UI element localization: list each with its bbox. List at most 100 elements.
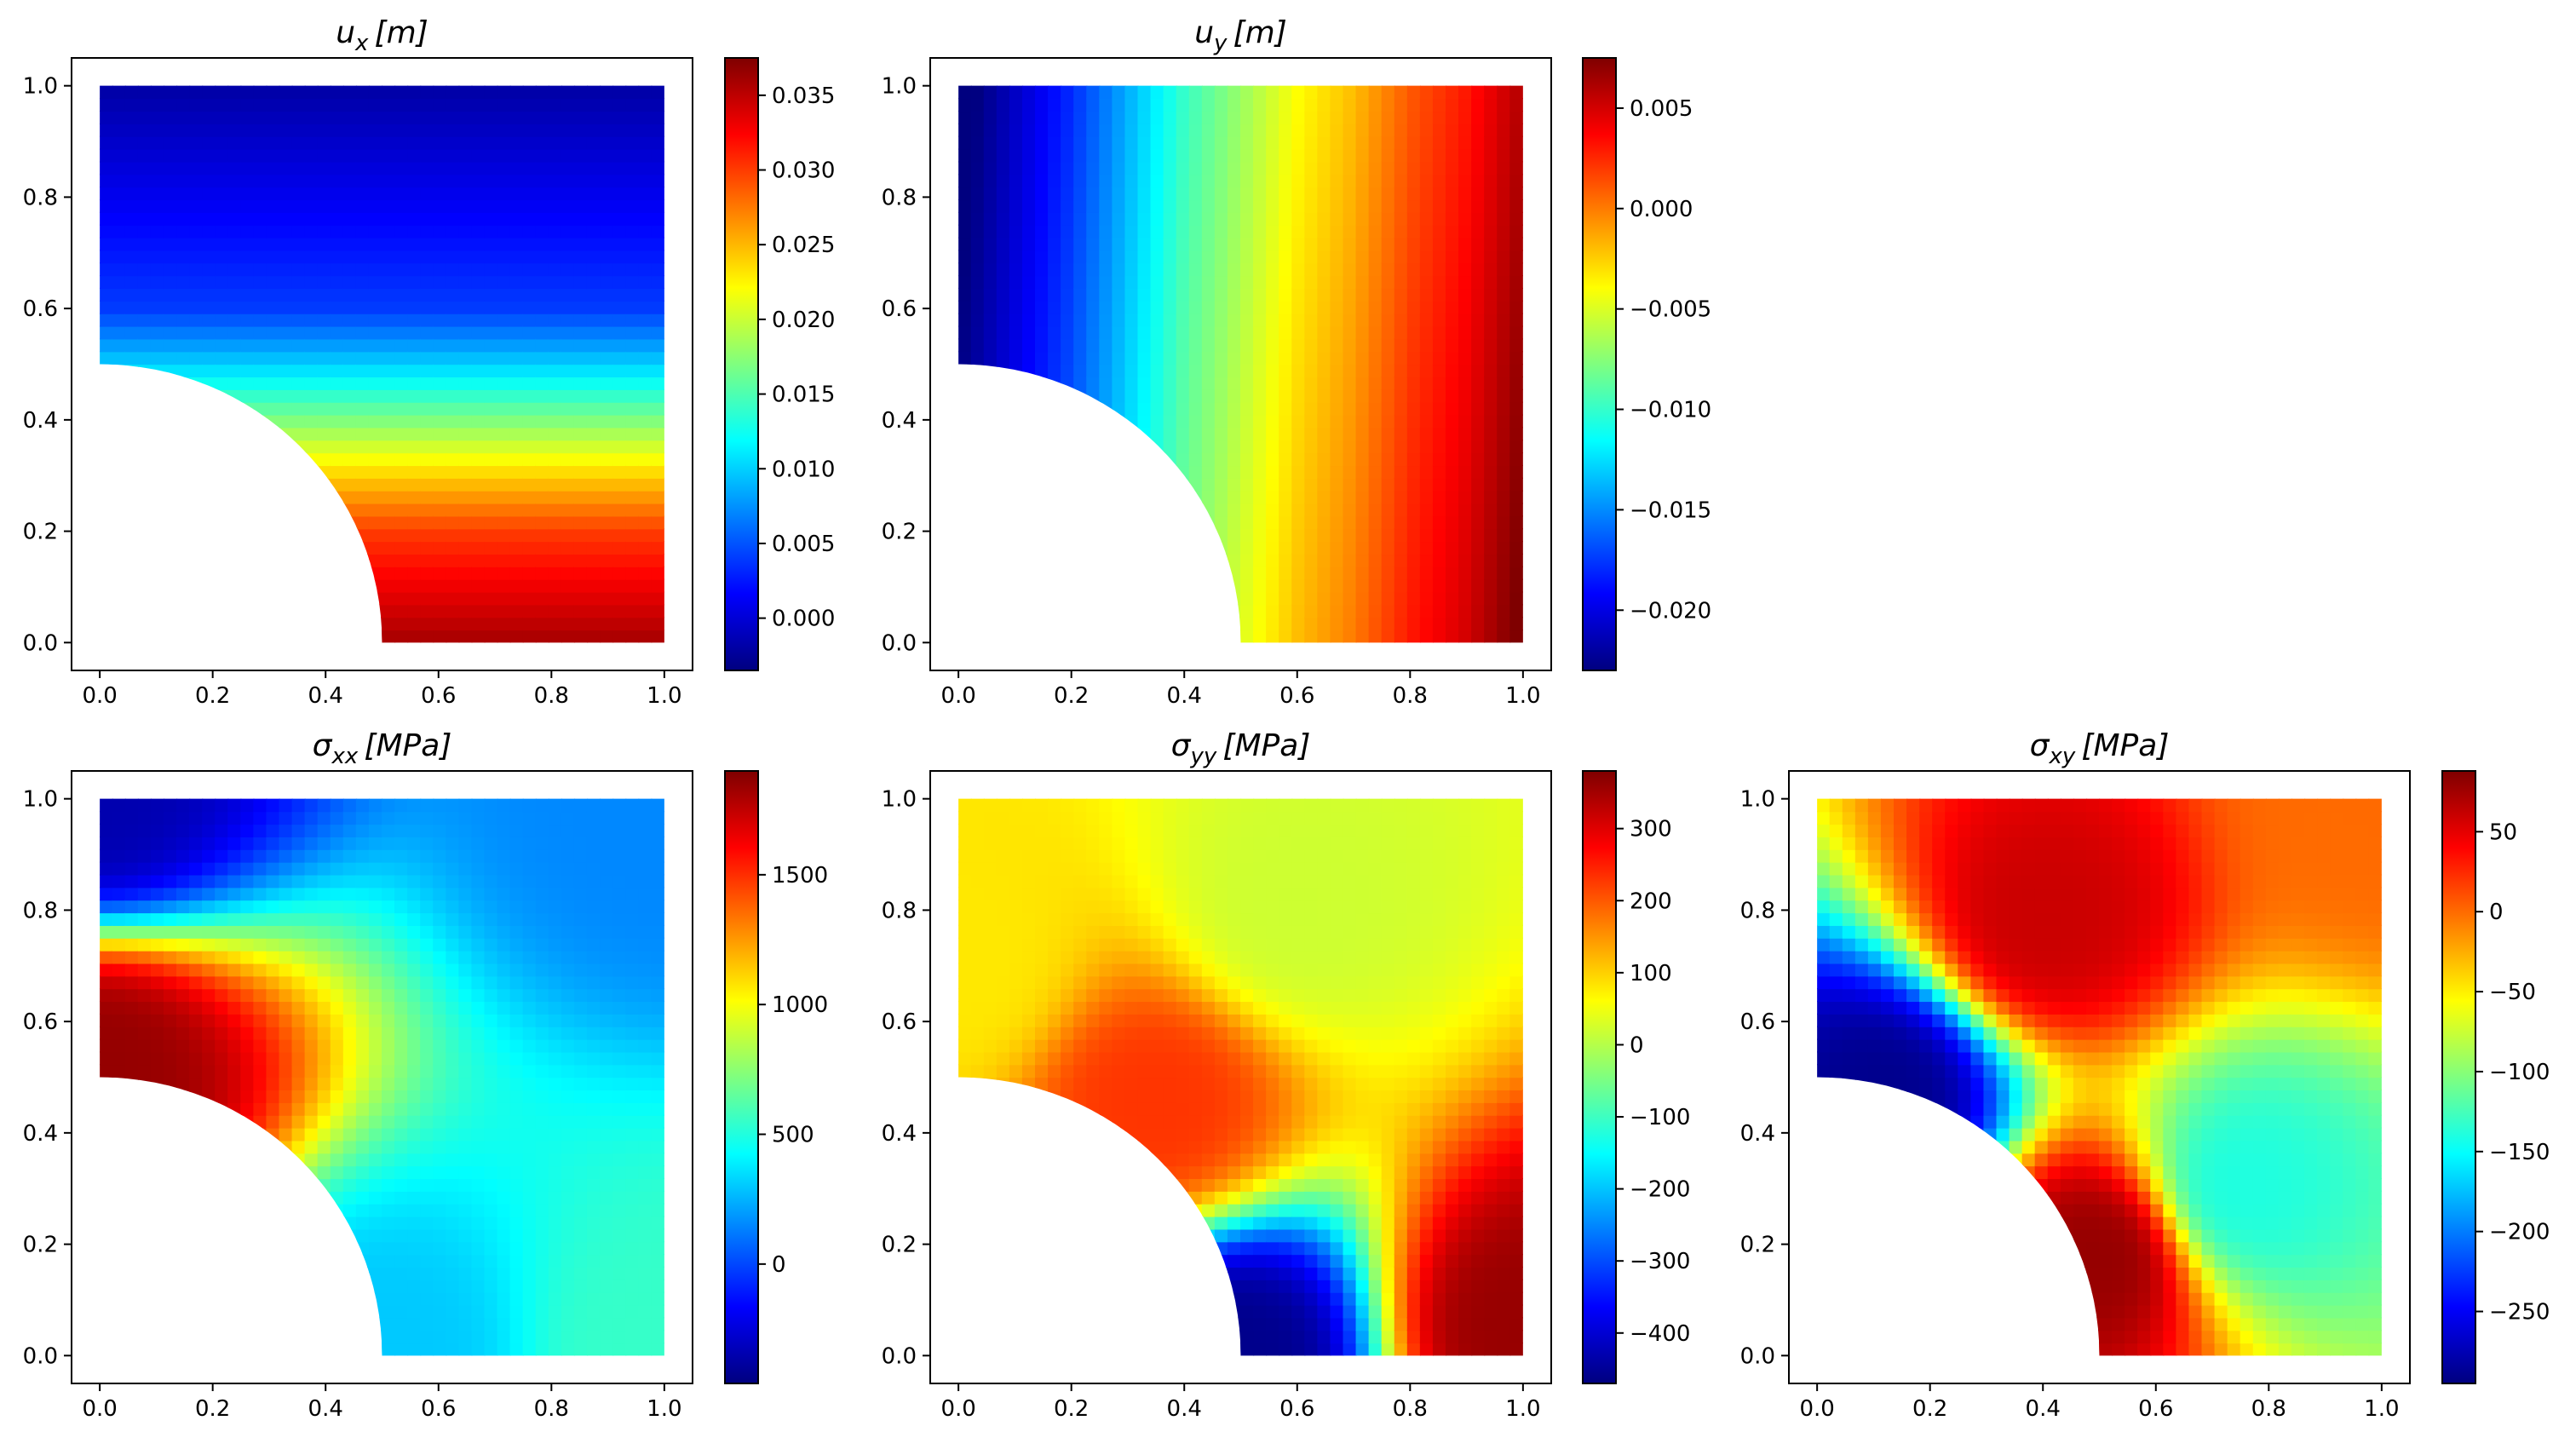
- sxx-field-cell: [382, 1342, 396, 1356]
- sxx-field-cell: [266, 975, 280, 990]
- uy-field-cell: [996, 376, 1011, 390]
- ux-field-cell: [330, 85, 345, 100]
- ux-field-cell: [612, 388, 627, 403]
- uy-field-cell: [1445, 250, 1460, 264]
- ux-field-cell: [330, 540, 345, 555]
- uy-field-cell: [1445, 629, 1460, 643]
- uy-field-cell: [1445, 211, 1460, 226]
- sxx-field-cell: [342, 963, 358, 977]
- ux-field-cell: [458, 591, 473, 606]
- ux-field-cell: [368, 300, 383, 314]
- ux-field-cell: [382, 275, 396, 290]
- uy-field-cell: [1266, 351, 1280, 365]
- ux-field-cell: [368, 187, 383, 201]
- ux-field-cell: [150, 98, 165, 112]
- uy-field-cell: [1343, 414, 1357, 428]
- sxx-field-cell: [176, 1165, 191, 1180]
- ux-field-cell: [176, 578, 191, 593]
- sxx-field-cell: [330, 1342, 345, 1356]
- uy-field-cell: [1201, 540, 1216, 555]
- ux-field-cell: [176, 351, 191, 365]
- sxx-field-cell: [150, 1077, 165, 1091]
- uy-field-cell: [1188, 490, 1204, 504]
- ux-field-cell: [355, 123, 371, 137]
- uy-field-cell: [1035, 287, 1049, 302]
- uy-field-cell: [1086, 198, 1101, 213]
- sxx-field-cell: [382, 912, 396, 926]
- uy-field-cell: [1009, 275, 1024, 290]
- ux-field-cell: [497, 540, 511, 555]
- ux-field-cell: [215, 388, 229, 403]
- uy-field-cell: [1009, 464, 1024, 479]
- uy-field-cell: [1330, 364, 1344, 378]
- uy-field-cell: [1291, 211, 1306, 226]
- ux-field-cell: [189, 250, 204, 264]
- sxx-field-cell: [342, 1228, 358, 1243]
- ux-field-cell: [509, 300, 524, 314]
- ux-field-cell: [317, 566, 331, 580]
- uy-field-cell: [1227, 578, 1242, 593]
- uy-field-cell: [1279, 451, 1293, 467]
- ux-field-cell: [497, 351, 511, 365]
- sxx-field-cell: [368, 798, 383, 813]
- sxx-field-cell: [304, 1241, 319, 1256]
- ux-field-cell: [368, 566, 383, 580]
- sxx-field-cell: [176, 1013, 191, 1027]
- uy-field-cell: [1484, 440, 1498, 454]
- uy-field-cell: [1304, 98, 1319, 112]
- uy-field-cell: [1124, 148, 1139, 163]
- sxx-field-cell: [266, 1165, 280, 1180]
- sxx-field-cell: [342, 1064, 358, 1078]
- sxx-field-cell: [394, 1266, 409, 1280]
- uy-field-cell: [983, 490, 998, 504]
- ux-field-cell: [304, 351, 319, 365]
- uy-field-cell: [1406, 148, 1422, 163]
- ux-field-cell: [509, 578, 524, 593]
- uy-field-cell: [1458, 427, 1473, 441]
- uy-field-cell: [1355, 98, 1370, 112]
- uy-field-cell: [1021, 262, 1037, 277]
- uy-field-cell: [1432, 250, 1447, 264]
- sxx-field-cell: [368, 1190, 383, 1205]
- ux-field-cell: [355, 464, 371, 479]
- uy-field-cell: [1445, 110, 1460, 124]
- uy-field-cell: [1201, 591, 1216, 606]
- sxx-field-cell: [394, 1077, 409, 1091]
- sxx-field-cell: [163, 1089, 178, 1103]
- uy-field-cell: [1048, 211, 1062, 226]
- ux-field-cell: [227, 98, 242, 112]
- uy-field-cell: [1240, 440, 1255, 454]
- ux-field-cell: [163, 553, 178, 567]
- uy-field-cell: [1240, 528, 1255, 543]
- uy-field-cell: [1445, 262, 1460, 277]
- ux-field-cell: [176, 237, 191, 251]
- uy-field-cell: [958, 427, 972, 441]
- sxx-field-cell: [215, 1190, 229, 1205]
- sxx-field-cell: [215, 1203, 229, 1217]
- uy-field-cell: [1021, 451, 1037, 467]
- sxx-field-cell: [355, 1279, 371, 1293]
- uy-field-cell: [1099, 198, 1113, 213]
- uy-field-cell: [970, 540, 985, 555]
- uy-field-cell: [1086, 338, 1101, 353]
- ux-field-cell: [215, 110, 229, 124]
- ux-field-cell: [150, 629, 165, 643]
- sxx-field-cell: [304, 1101, 319, 1116]
- sxx-field-cell: [279, 912, 293, 926]
- ux-field-cell: [202, 515, 216, 530]
- ux-field-cell: [573, 237, 589, 251]
- ux-field-cell: [355, 451, 371, 467]
- uy-field-cell: [1048, 388, 1062, 403]
- sxx-field-cell: [189, 900, 204, 914]
- ux-field-cell: [176, 338, 191, 353]
- sxx-field-cell: [317, 937, 331, 952]
- ux-field-cell: [625, 224, 640, 239]
- ux-field-cell: [394, 187, 409, 201]
- ux-field-cell: [651, 364, 664, 378]
- uy-field-cell: [1381, 515, 1395, 530]
- ux-field-cell: [291, 287, 306, 302]
- sxx-field-cell: [202, 912, 216, 926]
- sxx-field-cell: [124, 1330, 140, 1344]
- uy-field-cell: [1201, 629, 1216, 643]
- ux-field-cell: [189, 515, 204, 530]
